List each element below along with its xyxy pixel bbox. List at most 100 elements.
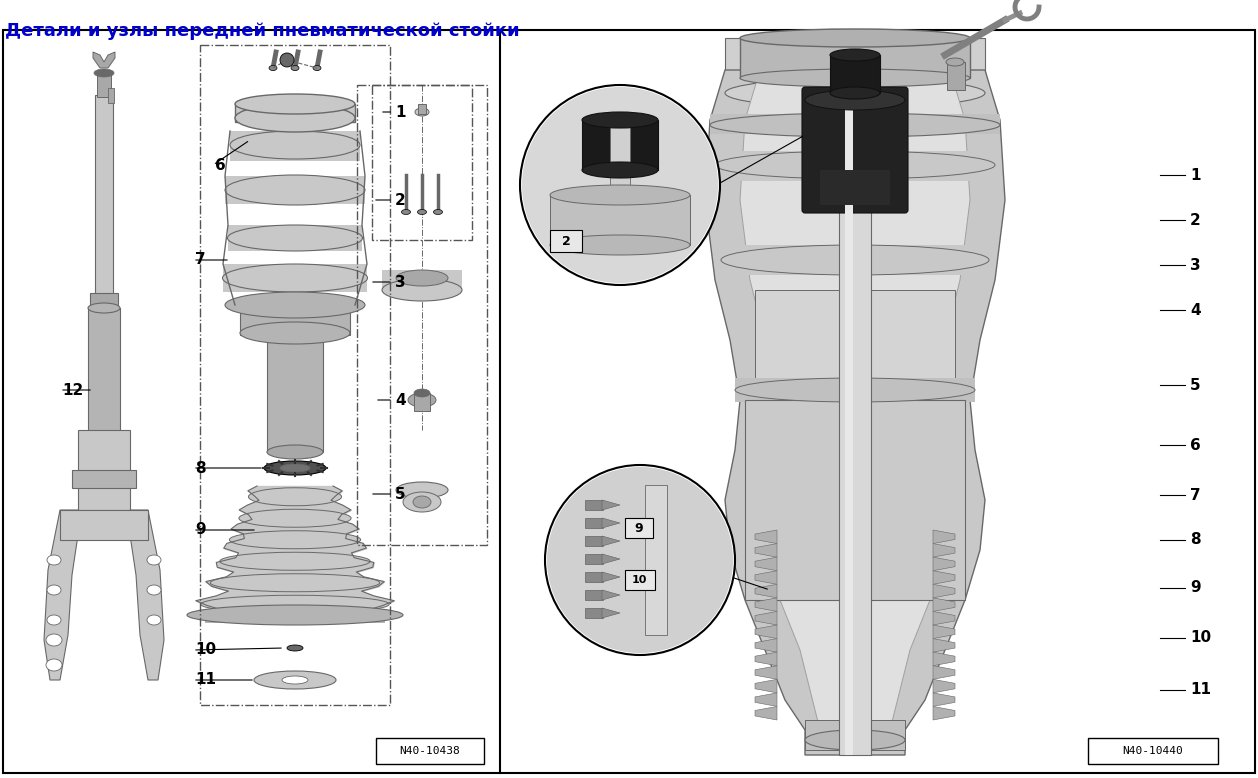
- Polygon shape: [603, 500, 620, 510]
- Polygon shape: [933, 584, 955, 598]
- Text: 12: 12: [62, 383, 83, 398]
- Ellipse shape: [230, 131, 360, 159]
- Bar: [60, 510, 148, 540]
- Ellipse shape: [414, 389, 430, 397]
- Text: 2: 2: [395, 192, 406, 208]
- Text: 7: 7: [195, 253, 205, 268]
- Ellipse shape: [201, 595, 389, 613]
- Polygon shape: [44, 510, 78, 680]
- Ellipse shape: [313, 65, 321, 71]
- Ellipse shape: [88, 473, 120, 483]
- Ellipse shape: [415, 108, 429, 116]
- Ellipse shape: [47, 585, 60, 595]
- Ellipse shape: [946, 58, 964, 66]
- Ellipse shape: [740, 69, 970, 87]
- Polygon shape: [933, 666, 955, 679]
- Text: 10: 10: [1190, 630, 1211, 646]
- Bar: [585, 500, 603, 510]
- Text: 11: 11: [1190, 682, 1211, 698]
- Text: 5: 5: [395, 486, 405, 502]
- Ellipse shape: [210, 573, 380, 592]
- Polygon shape: [755, 544, 777, 557]
- Ellipse shape: [291, 65, 299, 71]
- Bar: [845, 65, 853, 755]
- Ellipse shape: [47, 659, 62, 671]
- Polygon shape: [933, 571, 955, 584]
- Polygon shape: [933, 706, 955, 720]
- Bar: [550, 195, 689, 245]
- Circle shape: [520, 85, 720, 285]
- Polygon shape: [704, 70, 1005, 755]
- Text: 11: 11: [195, 672, 216, 688]
- Ellipse shape: [225, 292, 365, 318]
- Text: 4: 4: [1190, 303, 1200, 317]
- Polygon shape: [933, 652, 955, 666]
- Text: 1: 1: [1190, 167, 1200, 183]
- Polygon shape: [755, 639, 777, 652]
- Bar: [721, 245, 989, 275]
- Text: 2: 2: [1190, 212, 1200, 227]
- Text: 10: 10: [195, 643, 216, 657]
- Circle shape: [522, 87, 718, 283]
- Bar: [585, 572, 603, 582]
- Ellipse shape: [254, 671, 336, 689]
- Text: 8: 8: [1190, 532, 1200, 548]
- Ellipse shape: [403, 492, 442, 512]
- Ellipse shape: [725, 78, 985, 108]
- FancyBboxPatch shape: [803, 87, 908, 213]
- Bar: [610, 115, 630, 235]
- Ellipse shape: [550, 185, 689, 205]
- Text: 9: 9: [1190, 580, 1200, 595]
- Ellipse shape: [830, 49, 881, 61]
- Ellipse shape: [282, 676, 308, 684]
- Ellipse shape: [281, 464, 309, 472]
- Bar: [585, 518, 603, 528]
- Bar: [235, 104, 355, 122]
- Bar: [745, 400, 965, 600]
- Bar: [200, 45, 390, 705]
- Polygon shape: [933, 639, 955, 652]
- Bar: [725, 38, 985, 93]
- Polygon shape: [755, 557, 777, 571]
- Bar: [947, 62, 965, 90]
- Text: 6: 6: [215, 157, 225, 173]
- Bar: [585, 590, 603, 600]
- Bar: [710, 114, 1000, 134]
- Bar: [550, 230, 582, 252]
- Text: N40-10440: N40-10440: [1122, 746, 1184, 756]
- Ellipse shape: [47, 615, 60, 625]
- Text: 1: 1: [395, 104, 405, 120]
- Ellipse shape: [94, 69, 114, 77]
- Text: 3: 3: [1190, 258, 1200, 272]
- Bar: [357, 85, 487, 545]
- Text: Детали и узлы передней пневматической стойки: Детали и узлы передней пневматической ст…: [5, 22, 520, 40]
- Bar: [418, 104, 426, 114]
- Polygon shape: [755, 612, 777, 625]
- Ellipse shape: [239, 510, 351, 527]
- Ellipse shape: [248, 488, 342, 506]
- Polygon shape: [933, 544, 955, 557]
- Ellipse shape: [147, 615, 161, 625]
- Bar: [240, 305, 350, 335]
- Polygon shape: [603, 572, 620, 582]
- Bar: [645, 485, 667, 635]
- Text: 5: 5: [1190, 377, 1200, 392]
- Polygon shape: [603, 536, 620, 546]
- Bar: [96, 95, 113, 295]
- Bar: [97, 75, 111, 97]
- Ellipse shape: [229, 531, 361, 548]
- Text: 9: 9: [195, 523, 205, 538]
- Polygon shape: [93, 52, 114, 68]
- Ellipse shape: [147, 555, 161, 565]
- Text: 4: 4: [395, 392, 405, 408]
- Polygon shape: [755, 625, 777, 639]
- Circle shape: [281, 53, 294, 67]
- Ellipse shape: [235, 104, 355, 132]
- Ellipse shape: [740, 29, 970, 47]
- Ellipse shape: [418, 209, 426, 215]
- Polygon shape: [603, 554, 620, 564]
- Ellipse shape: [582, 162, 658, 178]
- Bar: [820, 170, 889, 205]
- Polygon shape: [755, 652, 777, 666]
- Bar: [223, 264, 367, 292]
